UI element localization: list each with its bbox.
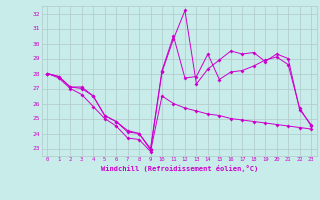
X-axis label: Windchill (Refroidissement éolien,°C): Windchill (Refroidissement éolien,°C) — [100, 165, 258, 172]
